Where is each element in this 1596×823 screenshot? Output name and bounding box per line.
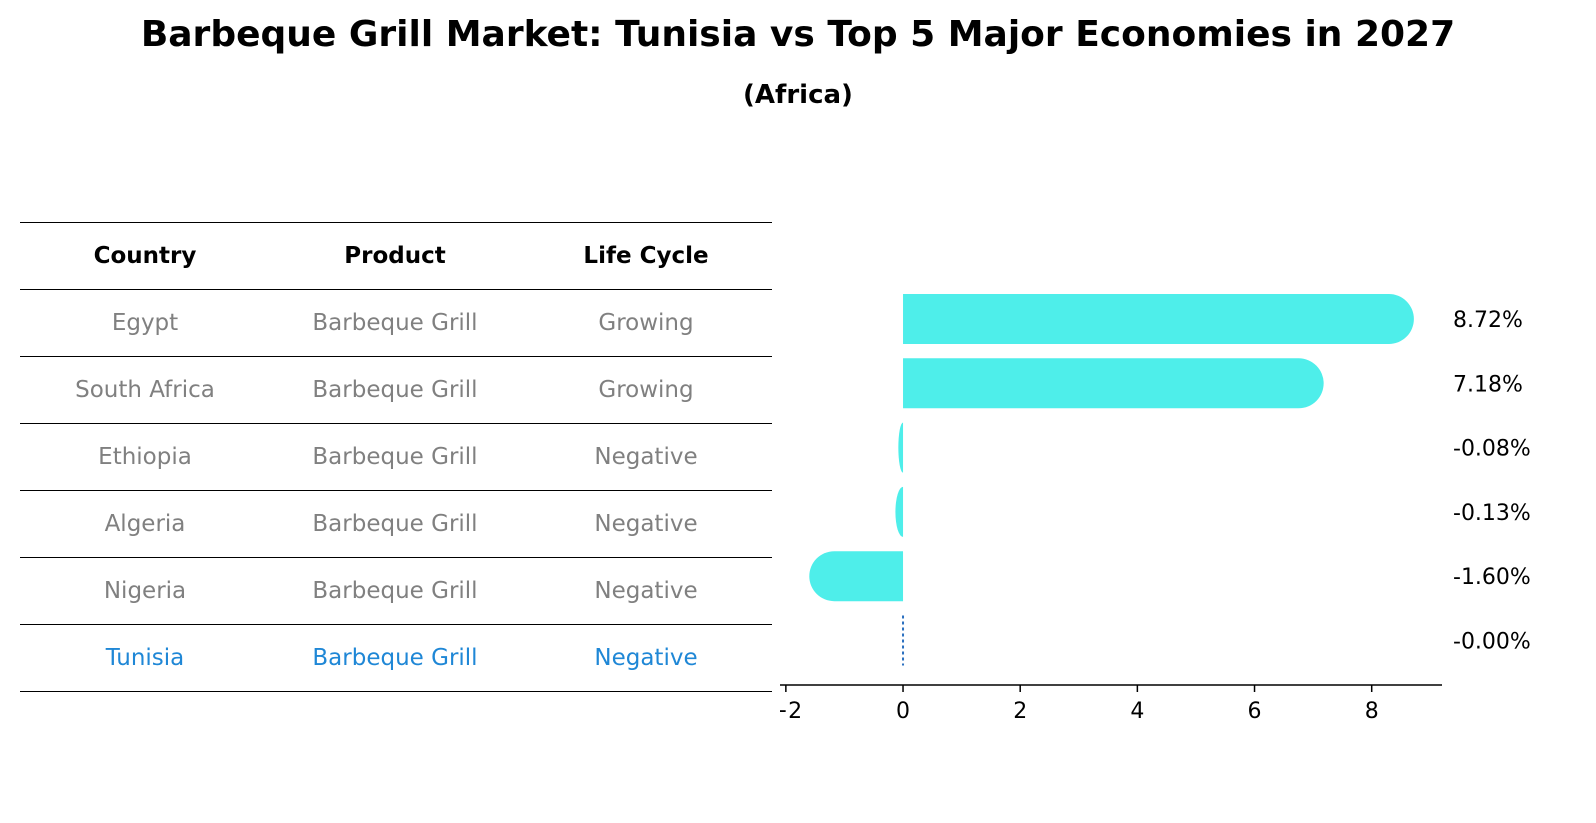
x-tick-label: 6	[1248, 699, 1262, 724]
cell-product: Barbeque Grill	[312, 377, 478, 403]
x-tick-label: 0	[896, 699, 910, 724]
cell-life-cycle: Growing	[598, 377, 694, 403]
cell-country: South Africa	[75, 377, 215, 403]
cell-country: Ethiopia	[98, 444, 192, 470]
life-cycle-table: Country Product Life Cycle Egypt Barbequ…	[20, 222, 772, 692]
value-label: -0.13%	[1453, 501, 1531, 526]
cell-product: Barbeque Grill	[312, 310, 478, 336]
cell-product: Barbeque Grill	[312, 578, 478, 604]
cell-product: Barbeque Grill	[312, 511, 478, 537]
cell-country: Egypt	[111, 310, 179, 336]
bar-chart: 8.72% 7.18% -0.08% -0.13% -1.60% -0.00% −2 0 2 4 6…	[780, 294, 1531, 724]
cell-life-cycle: Negative	[594, 511, 698, 537]
cell-life-cycle: Negative	[594, 578, 698, 604]
cell-country: Tunisia	[105, 645, 185, 671]
table-row: South Africa Barbeque Grill Growing	[20, 357, 772, 424]
table-row: Ethiopia Barbeque Grill Negative	[20, 424, 772, 491]
cell-country: Nigeria	[103, 578, 187, 604]
value-label: -0.08%	[1453, 437, 1531, 462]
table-row-highlighted: Tunisia Barbeque Grill Negative	[20, 625, 772, 692]
table-row: Nigeria Barbeque Grill Negative	[20, 558, 772, 625]
header-product: Product	[344, 243, 446, 269]
bar	[898, 422, 904, 473]
header-country: Country	[93, 243, 197, 269]
bar	[809, 551, 904, 602]
value-label: -0.00%	[1453, 630, 1531, 655]
cell-product: Barbeque Grill	[312, 645, 478, 671]
x-tick-label: 8	[1365, 699, 1379, 724]
cell-life-cycle: Negative	[594, 444, 698, 470]
x-tick-label: 4	[1130, 699, 1144, 724]
cell-country: Algeria	[104, 511, 186, 537]
table-header-row: Country Product Life Cycle	[20, 223, 772, 290]
bar	[903, 294, 1414, 344]
chart-title: Barbeque Grill Market: Tunisia vs Top 5 …	[140, 14, 1456, 55]
value-label: -1.60%	[1453, 565, 1531, 590]
table-row: Algeria Barbeque Grill Negative	[20, 491, 772, 558]
x-tick-label: 2	[1013, 699, 1027, 724]
header-life-cycle: Life Cycle	[583, 243, 709, 269]
bar	[903, 358, 1324, 409]
chart-subtitle: (Africa)	[743, 80, 853, 110]
value-label: 7.18%	[1453, 372, 1523, 397]
x-tick-label: −2	[780, 699, 802, 724]
value-label: 8.72%	[1453, 308, 1523, 333]
bar	[895, 486, 904, 537]
cell-life-cycle: Negative	[594, 645, 698, 671]
cell-product: Barbeque Grill	[312, 444, 478, 470]
cell-life-cycle: Growing	[598, 310, 694, 336]
table-row: Egypt Barbeque Grill Growing	[20, 290, 772, 357]
